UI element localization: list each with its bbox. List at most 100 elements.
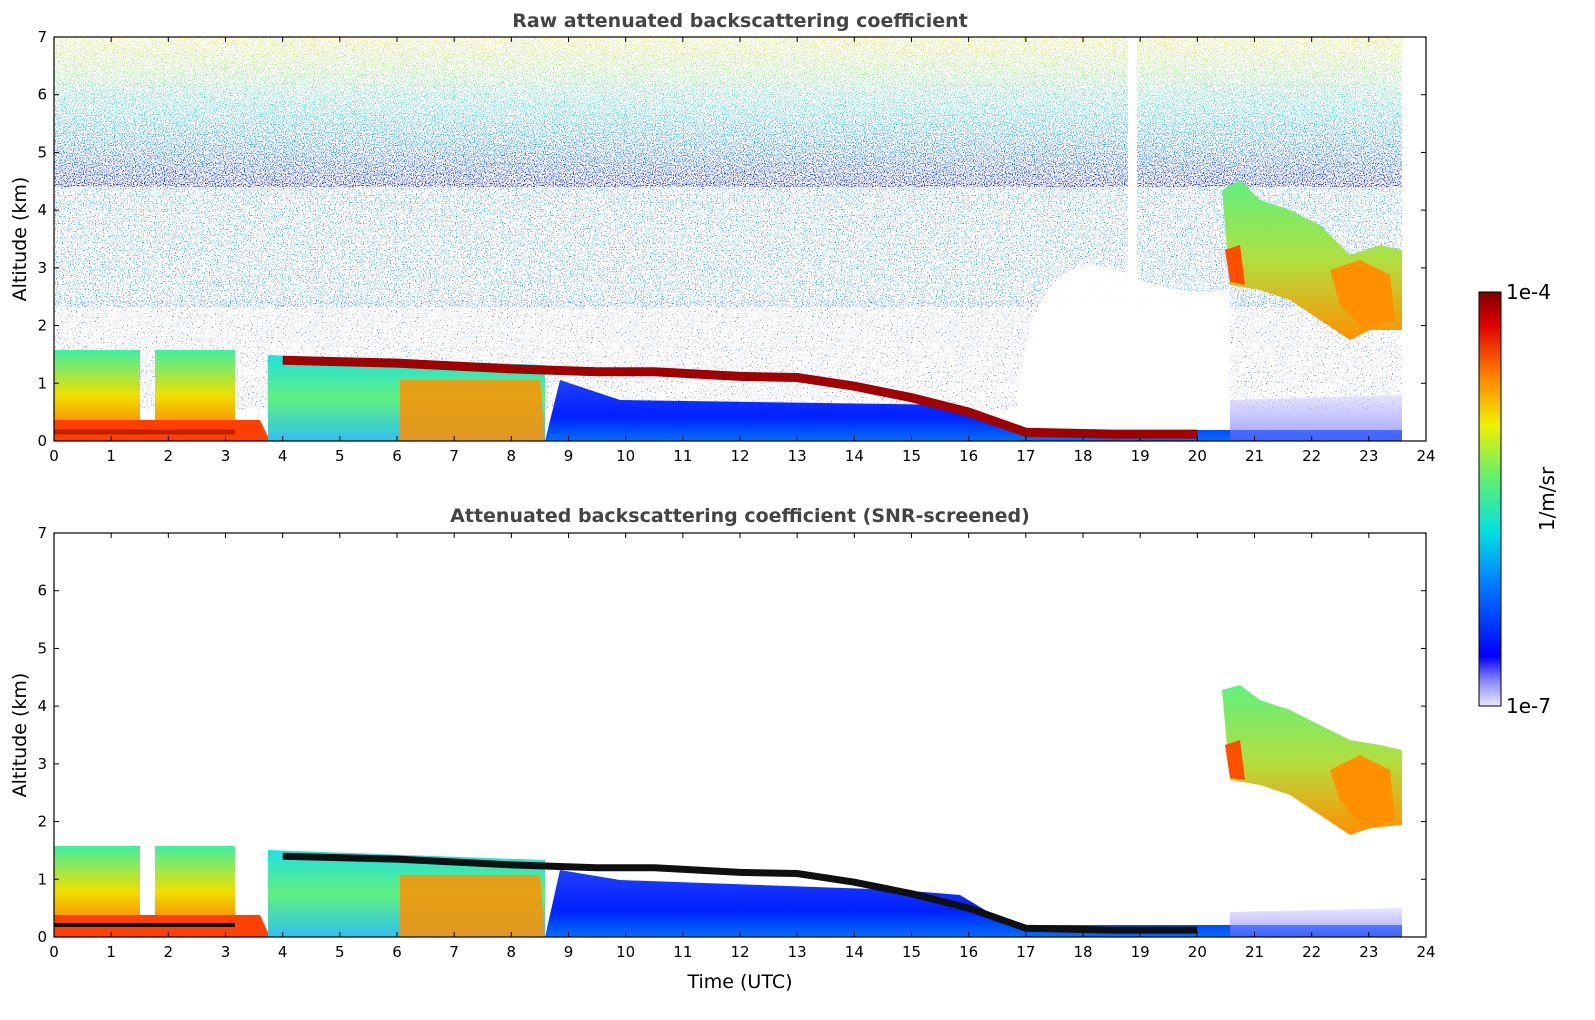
x-tick-label: 17 <box>1016 447 1035 465</box>
x-tick-label: 7 <box>449 943 459 961</box>
noise-middle <box>54 187 1402 307</box>
x-tick-label: 18 <box>1073 447 1092 465</box>
upper-cloud-core <box>1225 740 1245 780</box>
y-tick-label: 1 <box>37 374 47 392</box>
panel2-frame <box>53 532 1427 938</box>
x-tick-label: 12 <box>730 943 749 961</box>
x-tick-label: 14 <box>845 943 864 961</box>
x-tick-label: 9 <box>564 447 574 465</box>
x-tick-label: 4 <box>278 943 288 961</box>
boundary-layer-pale <box>1230 908 1402 937</box>
x-tick-label: 13 <box>788 943 807 961</box>
panel2-xlabel: Time (UTC) <box>686 971 792 993</box>
boundary-layer-early <box>54 846 235 937</box>
x-tick-label: 24 <box>1416 943 1435 961</box>
x-tick-label: 9 <box>564 943 574 961</box>
y-tick-label: 4 <box>37 201 47 219</box>
x-tick-label: 1 <box>106 447 116 465</box>
x-tick-label: 6 <box>392 943 402 961</box>
y-tick-label: 0 <box>37 928 47 946</box>
x-tick-label: 16 <box>959 943 978 961</box>
x-tick-label: 8 <box>507 943 517 961</box>
colorbar-max-label: 1e-4 <box>1506 280 1551 304</box>
colorbar-unit-label: 1/m/sr <box>1535 466 1559 531</box>
y-tick-label: 6 <box>37 86 47 104</box>
colorbar-gradient <box>1478 291 1502 707</box>
boundary-layer-blue <box>545 380 1402 441</box>
x-tick-label: 14 <box>845 447 864 465</box>
cloud-layer-top <box>282 852 1198 934</box>
y-tick-label: 0 <box>37 432 47 450</box>
y-tick-label: 1 <box>37 870 47 888</box>
upper-cloud-core <box>1330 260 1395 330</box>
boundary-layer-mid-core <box>400 875 545 937</box>
x-tick-label: 24 <box>1416 447 1435 465</box>
x-tick-label: 19 <box>1131 447 1150 465</box>
snr-screened-panel: Attenuated backscattering coefficient (S… <box>9 505 1436 993</box>
x-tick-label: 6 <box>392 447 402 465</box>
x-tick-label: 5 <box>335 943 345 961</box>
y-tick-label: 7 <box>37 28 47 46</box>
x-tick-label: 4 <box>278 447 288 465</box>
x-tick-label: 11 <box>673 943 692 961</box>
x-tick-label: 3 <box>221 943 231 961</box>
x-tick-label: 17 <box>1016 943 1035 961</box>
x-tick-label: 15 <box>902 447 921 465</box>
x-tick-label: 23 <box>1359 943 1378 961</box>
x-tick-label: 10 <box>616 943 635 961</box>
y-tick-label: 3 <box>37 259 47 277</box>
colorbar: 1e-4 1e-7 1/m/sr <box>1478 280 1559 718</box>
x-tick-label: 18 <box>1073 943 1092 961</box>
x-tick-label: 20 <box>1188 943 1207 961</box>
x-tick-label: 21 <box>1245 447 1264 465</box>
panel1-title: Raw attenuated backscattering coefficien… <box>512 10 968 32</box>
y-tick-label: 4 <box>37 697 47 715</box>
x-tick-label: 22 <box>1302 447 1321 465</box>
y-tick-label: 2 <box>37 317 47 335</box>
panel2-y-ticks: 0 1 2 3 4 5 6 7 <box>37 524 1426 946</box>
x-tick-label: 16 <box>959 447 978 465</box>
y-tick-label: 6 <box>37 582 47 600</box>
x-tick-label: 7 <box>449 447 459 465</box>
boundary-layer-early <box>54 350 235 441</box>
y-tick-label: 3 <box>37 755 47 773</box>
x-tick-label: 1 <box>106 943 116 961</box>
x-tick-label: 13 <box>788 447 807 465</box>
x-tick-label: 11 <box>673 447 692 465</box>
x-tick-label: 12 <box>730 447 749 465</box>
boundary-layer-pale <box>1230 395 1402 441</box>
x-tick-label: 10 <box>616 447 635 465</box>
y-tick-label: 5 <box>37 143 47 161</box>
x-tick-label: 8 <box>507 447 517 465</box>
x-tick-label: 15 <box>902 943 921 961</box>
y-tick-label: 5 <box>37 639 47 657</box>
cloud-layer-top <box>282 355 1198 439</box>
panel2-title: Attenuated backscattering coefficient (S… <box>450 505 1030 527</box>
x-tick-label: 23 <box>1359 447 1378 465</box>
noise-upper <box>54 37 1402 187</box>
upper-cloud-core <box>1225 245 1245 285</box>
colorbar-min-label: 1e-7 <box>1506 694 1551 718</box>
panel1-ylabel: Altitude (km) <box>9 177 31 302</box>
y-tick-label: 2 <box>37 813 47 831</box>
x-tick-label: 22 <box>1302 943 1321 961</box>
panel1-x-ticks: 0 1 2 3 4 5 6 7 8 9 10 11 12 13 14 15 16 17 18 19 20 21 22 23 24 <box>49 37 1436 465</box>
x-tick-label: 3 <box>221 447 231 465</box>
boundary-layer-blue <box>545 870 1402 937</box>
panel1-heatmap <box>54 37 1402 441</box>
boundary-layer-mid-core <box>400 380 545 441</box>
y-tick-label: 7 <box>37 524 47 542</box>
x-tick-label: 0 <box>49 943 59 961</box>
data-gap <box>1128 37 1137 441</box>
panel2-ylabel: Altitude (km) <box>9 673 31 798</box>
upper-cloud-core <box>1330 755 1395 830</box>
panel1-y-ticks: 0 1 2 3 4 5 6 7 <box>37 28 1426 450</box>
raw-backscatter-panel: Raw attenuated backscattering coefficien… <box>9 10 1436 465</box>
x-tick-label: 21 <box>1245 943 1264 961</box>
x-tick-label: 2 <box>164 447 174 465</box>
clear-gap <box>1015 265 1230 440</box>
x-tick-label: 20 <box>1188 447 1207 465</box>
panel2-heatmap <box>54 685 1402 937</box>
x-tick-label: 0 <box>49 447 59 465</box>
